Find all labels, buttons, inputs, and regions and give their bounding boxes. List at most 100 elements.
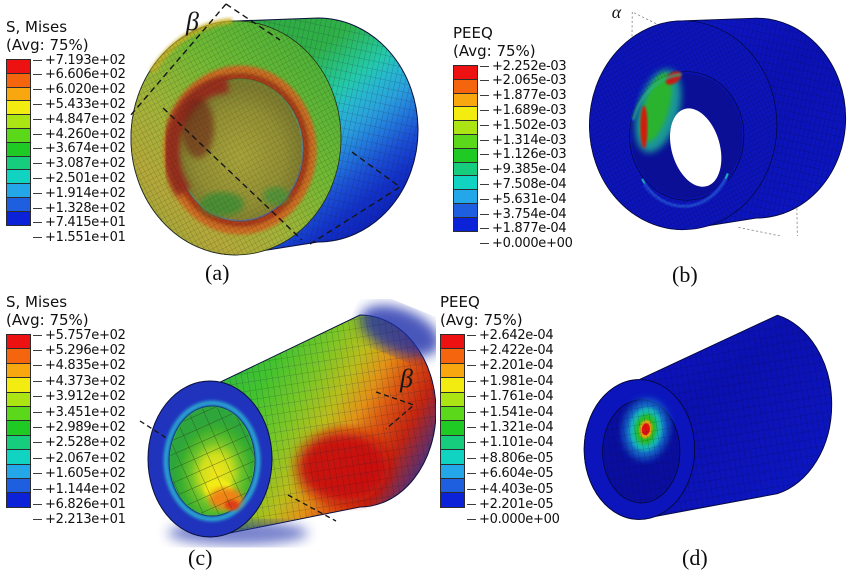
legend-tick-value: +1.605e+02 [33, 466, 126, 481]
legend-tick-value: +1.144e+02 [33, 482, 126, 497]
legend-value: +1.314e-03 [492, 132, 567, 148]
legend-color-band [440, 391, 465, 407]
model-a-von-mises-ring: β [129, 3, 419, 256]
tick-mark [33, 237, 42, 239]
legend-color-band [440, 477, 465, 494]
legend-tick-value: +7.193e+02 [33, 52, 126, 68]
legend-tick-value: +3.754e-04 [480, 206, 567, 222]
legend-color-band [453, 92, 478, 108]
tick-mark [33, 488, 42, 490]
legend-tick-value: +5.757e+02 [33, 327, 126, 343]
tick-mark [33, 380, 42, 382]
legend-color-band [6, 334, 31, 350]
tick-mark [480, 65, 489, 67]
legend-tick-value: +8.806e-05 [467, 450, 554, 466]
legend-value: +1.502e-03 [492, 117, 567, 133]
legend-value: +5.757e+02 [45, 327, 126, 343]
tick-mark [480, 213, 489, 215]
tick-mark [33, 411, 42, 413]
legend-color-band [453, 161, 478, 177]
legend-color-band [6, 434, 31, 451]
legend-title: S, Mises [6, 18, 68, 36]
tick-mark [33, 89, 42, 91]
legend-tick-value: +1.502e-03 [480, 117, 567, 133]
legend-value: +3.087e+02 [45, 156, 126, 172]
legend-tick-value: +4.373e+02 [33, 374, 126, 389]
legend-color-band [6, 100, 31, 116]
legend-tick-value: +1.551e+01 [33, 230, 126, 245]
legend-color-band [6, 348, 31, 364]
legend-tick-value: +2.201e-04 [467, 358, 554, 374]
legend-tick-value: +2.501e+02 [33, 171, 126, 186]
tick-mark [33, 519, 42, 521]
tick-mark [467, 396, 476, 398]
tick-mark [480, 109, 489, 111]
legend-color-band [6, 196, 31, 212]
legend-color-band [440, 334, 465, 350]
legend-value: +5.433e+02 [45, 96, 126, 112]
legend-color-band [6, 86, 31, 102]
cut-plane-beta-dashed [129, 3, 402, 245]
green-rim-sliver [631, 73, 682, 121]
legend-tick-value: +2.201e-05 [467, 497, 554, 512]
beta-label: β [399, 364, 413, 393]
legend-a: S, Mises (Avg: 75%) +7.193e+02 +6.606e+02… [6, 18, 136, 245]
legend-colorbar: +5.757e+02 +5.296e+02 +4.835e+02 +4.373e+02… [6, 328, 136, 527]
legend-color-band [6, 59, 31, 74]
legend-value: +7.508e-04 [492, 176, 567, 192]
tick-mark [467, 365, 476, 367]
tick-mark [480, 80, 489, 82]
legend-subtitle: (Avg: 75%) [440, 311, 523, 329]
legend-tick-value: +6.606e+02 [33, 67, 126, 82]
tick-mark [33, 396, 42, 398]
legend-color-band [6, 169, 31, 185]
legend-color-band [440, 434, 465, 451]
tick-mark [480, 228, 489, 230]
legend-tick-value: +5.631e-04 [480, 191, 567, 207]
legend-tick-value: +5.296e+02 [33, 343, 126, 358]
legend-colorbar: +7.193e+02 +6.606e+02 +6.020e+02 +5.433e+02… [6, 53, 136, 245]
tick-mark [33, 192, 42, 194]
legend-color-band [440, 449, 465, 465]
legend-value: +2.989e+02 [45, 419, 126, 435]
tick-mark [33, 103, 42, 105]
legend-color-band [6, 492, 31, 508]
tick-mark [467, 380, 476, 382]
legend-color-band [6, 127, 31, 143]
legend-value: +3.754e-04 [492, 206, 567, 222]
legend-value: +7.415e+01 [45, 215, 126, 231]
tick-mark [480, 154, 489, 156]
cyan-rim-ring [163, 400, 261, 522]
legend-tick-value: +3.451e+02 [33, 405, 126, 420]
legend-tick-value: +4.260e+02 [33, 127, 126, 142]
subfigure-caption-c: (c) [188, 545, 213, 570]
legend-color-band [6, 155, 31, 171]
legend-value: +8.806e-05 [479, 450, 554, 466]
tick-mark [33, 118, 42, 120]
legend-value: +1.126e-03 [492, 147, 567, 163]
legend-value: +2.201e-04 [479, 358, 554, 374]
tick-mark [467, 519, 476, 521]
legend-tick-value: +2.989e+02 [33, 419, 126, 435]
legend-value: +1.914e+02 [45, 185, 126, 201]
tick-mark [467, 349, 476, 351]
legend-value: +2.067e+02 [45, 450, 126, 466]
legend-value: +1.101e-04 [479, 435, 554, 451]
legend-color-band [440, 377, 465, 393]
legend-tick-value: +1.541e-04 [467, 404, 554, 420]
legend-value: +1.541e-04 [479, 404, 554, 420]
legend-color-band [453, 216, 478, 232]
legend-color-band [6, 420, 31, 436]
legend-tick-value: +9.385e-04 [480, 162, 567, 177]
legend-value: +0.000e+00 [492, 236, 573, 252]
tick-mark [480, 95, 489, 97]
legend-color-band [440, 348, 465, 364]
mesh-overlay-bore [170, 407, 254, 515]
legend-value: +5.631e-04 [492, 191, 567, 207]
legend-color-band [453, 65, 478, 80]
legend-value: +2.252e-03 [492, 58, 567, 74]
legend-tick-value: +1.126e-03 [480, 147, 567, 163]
tick-mark [33, 222, 42, 224]
tick-mark [467, 334, 476, 336]
legend-value: +7.193e+02 [45, 52, 126, 68]
